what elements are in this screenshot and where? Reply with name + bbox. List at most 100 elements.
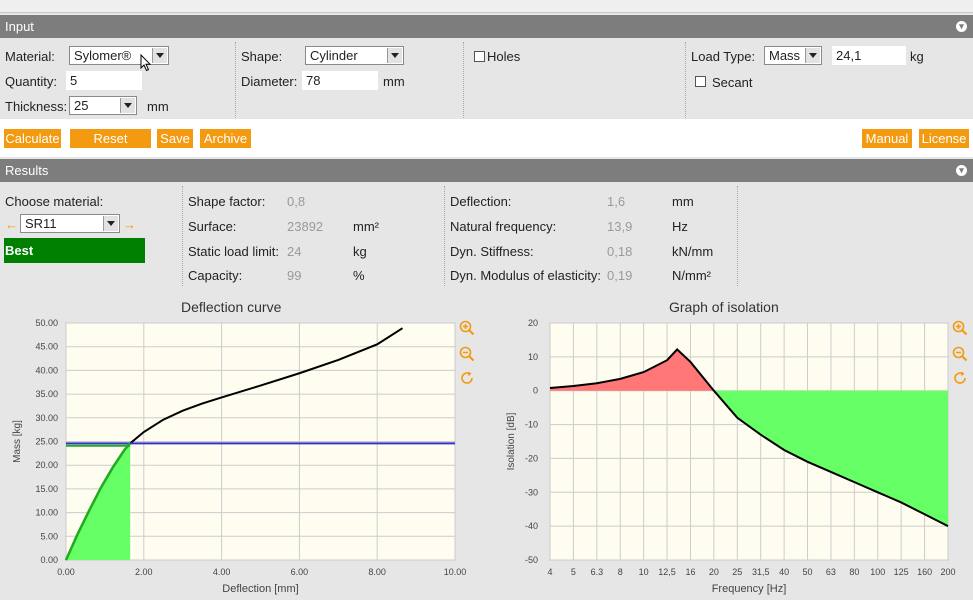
reset-zoom-icon[interactable] <box>459 370 475 386</box>
dyn-modulus-value: 0,19 <box>607 268 633 283</box>
divider <box>182 186 183 286</box>
collapse-icon[interactable]: ▾ <box>956 21 967 32</box>
x-tick-label: 125 <box>894 567 909 577</box>
chevron-down-icon[interactable] <box>387 48 402 63</box>
chevron-down-icon[interactable] <box>120 98 135 113</box>
results-panel: Choose material: ← SR11 → Shape factor: … <box>0 182 973 292</box>
amplification-area <box>550 349 714 391</box>
shape-factor-value: 0,8 <box>287 194 306 209</box>
chevron-down-icon[interactable] <box>152 48 167 63</box>
result-material-value: SR11 <box>25 216 57 231</box>
x-tick-label: 10 <box>639 567 649 577</box>
surface-value: 23892 <box>287 219 324 234</box>
y-tick-label: 40.00 <box>35 365 58 375</box>
zoom-out-icon[interactable] <box>952 346 968 362</box>
material-select[interactable]: Sylomer® <box>69 46 169 65</box>
manual-button[interactable]: Manual <box>862 129 912 148</box>
shape-select-value: Cylinder <box>310 48 358 63</box>
diameter-input[interactable]: 78 <box>302 71 378 90</box>
results-section-title: Results <box>5 163 49 178</box>
natural-frequency-value: 13,9 <box>607 219 633 234</box>
y-axis-label: Isolation [dB] <box>506 412 517 470</box>
holes-checkbox[interactable] <box>474 51 485 62</box>
thickness-unit: mm <box>147 99 169 114</box>
deflection-unit: mm <box>672 194 694 209</box>
y-tick-label: 20 <box>528 318 538 328</box>
x-tick-label: 200 <box>940 567 955 577</box>
deflection-chart: 0.00 2.00 4.00 6.00 8.00 10.00 0.00 5.00 10.00 15… <box>12 318 466 595</box>
x-tick-label: 63 <box>826 567 836 577</box>
collapse-icon[interactable]: ▾ <box>956 165 967 176</box>
choose-material-label: Choose material: <box>5 194 104 209</box>
natural-frequency-label: Natural frequency: <box>450 219 557 234</box>
calculate-button[interactable]: Calculate <box>4 129 61 148</box>
load-type-select[interactable]: Mass <box>764 46 822 65</box>
results-section-header[interactable]: Results ▾ <box>0 159 973 182</box>
reset-zoom-icon[interactable] <box>952 370 968 386</box>
x-tick-label: 100 <box>870 567 885 577</box>
static-load-value: 24 <box>287 244 302 259</box>
zoom-in-icon[interactable] <box>952 320 968 336</box>
deflection-fill-area <box>66 443 131 560</box>
quantity-input[interactable]: 5 <box>66 71 142 90</box>
surface-label: Surface: <box>188 219 237 234</box>
input-section-title: Input <box>5 19 34 34</box>
load-value-input[interactable]: 24,1 <box>832 46 906 65</box>
thickness-select[interactable]: 25 <box>69 96 137 115</box>
y-tick-label: 5.00 <box>40 531 58 541</box>
y-tick-label: -30 <box>525 487 538 497</box>
chevron-down-icon[interactable] <box>805 48 820 63</box>
x-tick-label: 2.00 <box>135 567 153 577</box>
x-tick-label: 8.00 <box>368 567 386 577</box>
x-tick-label: 40 <box>779 567 789 577</box>
load-unit: kg <box>910 49 924 64</box>
thickness-label: Thickness: <box>5 99 68 114</box>
license-button[interactable]: License <box>919 129 969 148</box>
top-strip <box>0 0 973 13</box>
quantity-label: Quantity: <box>5 74 58 89</box>
zoom-in-icon[interactable] <box>459 320 475 336</box>
chevron-down-icon[interactable] <box>103 216 118 231</box>
load-type-select-value: Mass <box>769 48 801 63</box>
deflection-value: 1,6 <box>607 194 626 209</box>
y-tick-label: -50 <box>525 555 538 565</box>
diameter-unit: mm <box>383 74 405 89</box>
arrow-left-icon[interactable]: ← <box>5 217 18 232</box>
deflection-chart-title: Deflection curve <box>181 299 282 315</box>
save-button[interactable]: Save <box>157 129 193 148</box>
input-section-header[interactable]: Input ▾ <box>0 15 973 38</box>
arrow-right-icon[interactable]: → <box>123 217 136 232</box>
mouse-cursor-icon <box>140 53 152 75</box>
x-axis-label: Frequency [Hz] <box>712 583 787 595</box>
holes-label: Holes <box>487 49 521 64</box>
x-tick-label: 20 <box>709 567 719 577</box>
y-tick-label: 35.00 <box>35 389 58 399</box>
y-tick-label: 20.00 <box>35 460 58 470</box>
static-load-unit: kg <box>353 244 367 259</box>
y-tick-label: 0.00 <box>40 555 58 565</box>
y-tick-label: 25.00 <box>35 437 58 447</box>
capacity-unit: % <box>353 268 365 283</box>
secant-checkbox[interactable] <box>695 76 706 87</box>
reset-button[interactable]: Reset <box>70 129 151 148</box>
y-tick-label: 15.00 <box>35 484 58 494</box>
result-material-select[interactable]: SR11 <box>20 214 120 233</box>
isolation-chart-title: Graph of isolation <box>669 299 779 315</box>
shape-select[interactable]: Cylinder <box>305 46 404 65</box>
x-tick-label: 6.00 <box>291 567 309 577</box>
x-tick-label: 50 <box>803 567 813 577</box>
y-tick-label: 50.00 <box>35 318 58 328</box>
secant-label: Secant <box>712 75 753 90</box>
zoom-out-icon[interactable] <box>459 346 475 362</box>
material-label: Material: <box>5 49 55 64</box>
y-tick-label: -20 <box>525 453 538 463</box>
x-tick-label: 4 <box>547 567 552 577</box>
y-tick-label: -40 <box>525 521 538 531</box>
archive-button[interactable]: Archive <box>200 129 251 148</box>
x-tick-label: 8 <box>618 567 623 577</box>
isolation-chart: 4 5 6.3 8 10 12,5 16 20 25 31,5 40 50 63 80 100 125 160 2… <box>506 318 956 595</box>
isolation-area <box>713 390 948 527</box>
x-tick-label: 0.00 <box>57 567 75 577</box>
dyn-modulus-unit: N/mm² <box>672 268 711 283</box>
divider <box>463 42 464 118</box>
